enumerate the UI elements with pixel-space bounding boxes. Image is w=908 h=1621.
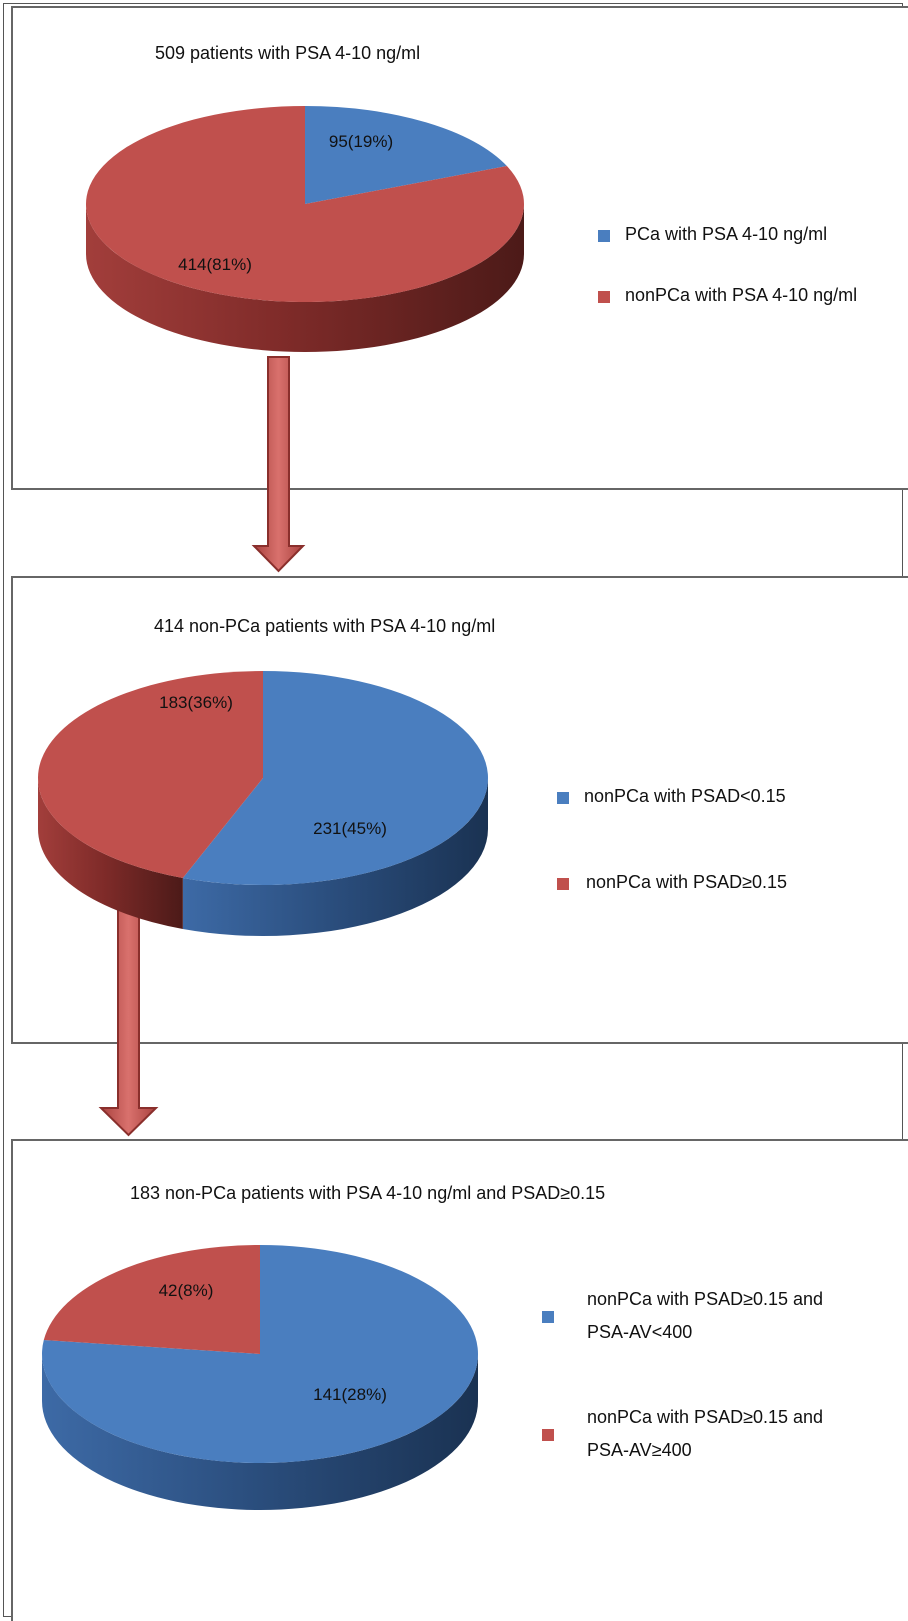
legend-swatch-red [557, 878, 569, 890]
pie-side-1 [182, 778, 488, 937]
legend-label-line-1: nonPCa with PSAD≥0.15 and [587, 1289, 824, 1309]
pie-slice-1 [182, 671, 489, 885]
pie-data-label-2: 183(36%) [159, 693, 233, 712]
pie-chart-3: 141(28%) 42(8%) [41, 1245, 479, 1510]
flow-arrow-1 [251, 356, 306, 573]
pie-data-label-2: 414(81%) [178, 255, 252, 274]
legend-swatch-blue [598, 230, 610, 242]
pie-slice-2 [43, 1245, 260, 1354]
pie-side-2 [86, 204, 524, 352]
legend-label-line-2: PSA-AV<400 [587, 1322, 693, 1342]
pie-slice-2 [86, 106, 525, 302]
pie-side-1 [42, 1354, 478, 1510]
pie-data-label-1: 95(19%) [329, 132, 393, 151]
legend-swatch-red [598, 291, 610, 303]
pie-chart-2: 231(45%) 183(36%) [38, 671, 489, 937]
legend-label-line-1: nonPCa with PSAD≥0.15 and [587, 1407, 824, 1427]
legend-label: nonPCa with PSAD<0.15 [584, 786, 786, 806]
flow-arrow-2 [98, 903, 159, 1137]
pie-chart-1: 95(19%) 414(81%) [86, 106, 525, 352]
legend-swatch-red [542, 1429, 554, 1441]
legend-label: nonPCa with PSA 4-10 ng/ml [625, 285, 858, 305]
pie-side-2 [38, 778, 183, 929]
panel-1-title: 509 patients with PSA 4-10 ng/ml [155, 43, 421, 63]
legend-label: PCa with PSA 4-10 ng/ml [625, 224, 828, 244]
pie-data-label-1: 141(28%) [313, 1385, 387, 1404]
pie-data-label-1: 231(45%) [313, 819, 387, 838]
legend-label: nonPCa with PSAD≥0.15 [586, 872, 787, 892]
legend-swatch-blue [542, 1311, 554, 1323]
pie-slice-1 [305, 106, 507, 204]
pie-slice-2 [38, 671, 264, 878]
legend-label-line-2: PSA-AV≥400 [587, 1440, 692, 1460]
panel-3-title: 183 non-PCa patients with PSA 4-10 ng/ml… [130, 1183, 606, 1203]
legend-swatch-blue [557, 792, 569, 804]
pie-data-label-2: 42(8%) [159, 1281, 214, 1300]
panel-2-title: 414 non-PCa patients with PSA 4-10 ng/ml [154, 616, 496, 636]
